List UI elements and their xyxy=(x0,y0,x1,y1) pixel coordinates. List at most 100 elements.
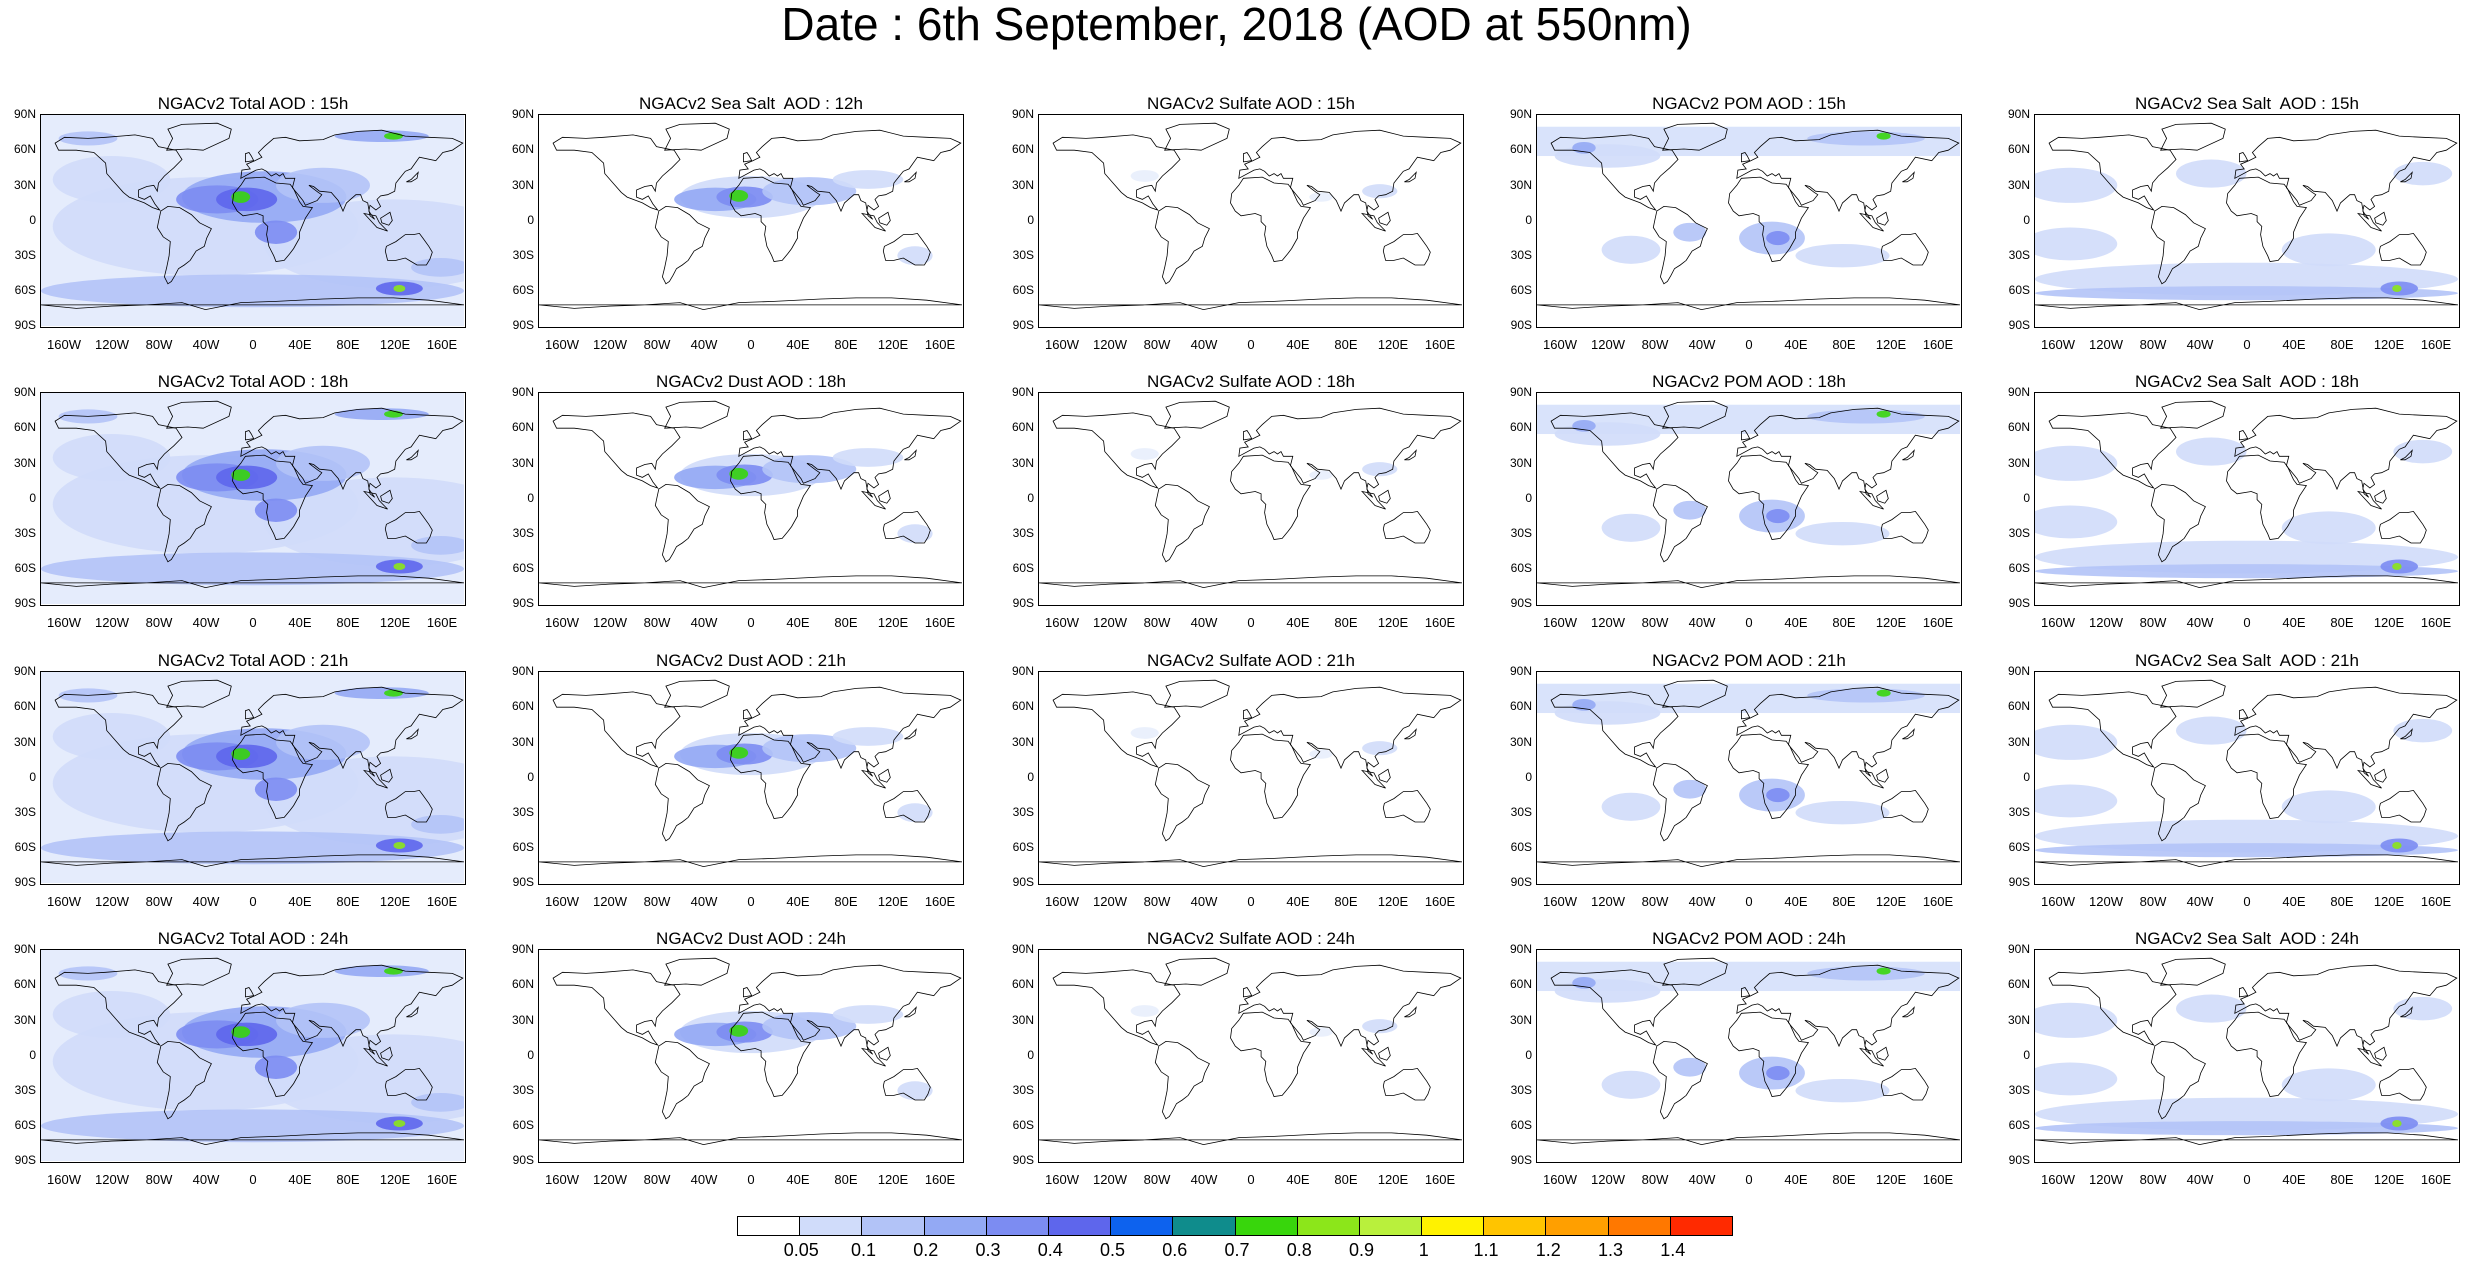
coastline xyxy=(1550,134,1679,211)
latitude-tick-label: 30S xyxy=(512,1083,534,1097)
latitude-tick-label: 30S xyxy=(2008,1083,2030,1097)
longitude-tick-label: 120E xyxy=(1875,1172,1907,1187)
coastline xyxy=(742,430,753,441)
latitude-tick-label: 0 xyxy=(1027,1048,1034,1062)
coastline xyxy=(41,1132,464,1146)
latitude-tick-label: 30N xyxy=(511,456,534,470)
coastline xyxy=(878,768,891,783)
latitude-tick-label: 60S xyxy=(2008,561,2030,575)
coastline xyxy=(1662,122,1728,151)
aerosol-contour xyxy=(2176,437,2247,466)
latitude-tick-label: 30N xyxy=(2007,735,2030,749)
aerosol-contour xyxy=(1554,144,1661,168)
latitude-tick-label: 90N xyxy=(2007,385,2030,399)
coastline xyxy=(878,211,891,226)
coastline xyxy=(232,454,314,540)
latitude-tick-label: 90S xyxy=(2008,318,2030,332)
coastline xyxy=(2238,709,2249,720)
latitude-tick-label: 90S xyxy=(14,318,36,332)
latitude-tick-label: 30S xyxy=(14,1083,36,1097)
latitude-axis: 90N 60N 30N 0 30S 60S 90S xyxy=(1998,665,2030,888)
coastline xyxy=(654,1040,710,1120)
colorbar-tick-label: 1.1 xyxy=(1473,1240,1499,1260)
latitude-axis: 90N 60N 30N 0 30S 60S 90S xyxy=(1998,386,2030,609)
longitude-tick-label: 160E xyxy=(1424,337,1456,352)
longitude-tick-label: 160W xyxy=(545,615,579,630)
world-map xyxy=(539,957,962,1146)
colorbar-tick-label: 0.5 xyxy=(1099,1240,1126,1260)
coastline xyxy=(1154,1040,1210,1120)
latitude-tick-label: 90S xyxy=(512,875,534,889)
coastline xyxy=(2238,152,2249,163)
latitude-tick-label: 30S xyxy=(14,248,36,262)
latitude-tick-label: 60N xyxy=(511,142,534,156)
aerosol-contour xyxy=(384,967,403,975)
coastline xyxy=(244,152,255,163)
latitude-tick-label: 60S xyxy=(1510,561,1532,575)
longitude-tick-label: 160E xyxy=(2420,337,2452,352)
longitude-axis: 160W 120W 80W 40W 0 40E 80E 120E 160E xyxy=(1536,895,1962,911)
latitude-axis: 90N 60N 30N 0 30S 60S 90S xyxy=(1002,943,1034,1166)
aerosol-contour xyxy=(2176,994,2247,1023)
panel-title: NGACv2 Sea Salt AOD : 15h xyxy=(2135,94,2359,113)
coastline xyxy=(240,964,464,1055)
coastline xyxy=(1242,709,1253,720)
coastline xyxy=(1858,769,1884,789)
aerosol-contour xyxy=(2035,445,2118,481)
aerosol-contour xyxy=(411,1093,464,1112)
longitude-tick-label: 160E xyxy=(1922,1172,1954,1187)
aerosol-contour xyxy=(1807,966,1925,981)
coastline xyxy=(539,575,962,589)
map-frame xyxy=(2034,392,2460,606)
coastline xyxy=(1404,1006,1417,1018)
longitude-tick-label: 80E xyxy=(834,337,858,352)
coastline xyxy=(406,1006,419,1018)
aerosol-contour xyxy=(1876,967,1891,975)
aerosol-contour xyxy=(231,748,251,760)
coastline xyxy=(1360,212,1386,232)
coastline xyxy=(1728,1011,1810,1097)
longitude-tick-label: 80E xyxy=(1832,615,1856,630)
latitude-tick-label: 0 xyxy=(29,213,36,227)
latitude-axis: 90N 60N 30N 0 30S 60S 90S xyxy=(502,665,534,889)
longitude-tick-label: 160W xyxy=(545,337,579,352)
aerosol-contour xyxy=(276,1002,370,1038)
panel-title: NGACv2 Total AOD : 24h xyxy=(157,929,349,948)
aerosol-contour xyxy=(729,1025,749,1037)
longitude-tick-label: 160E xyxy=(2420,615,2452,630)
longitude-tick-label: 160W xyxy=(47,615,81,630)
coastline xyxy=(882,232,931,266)
latitude-tick-label: 60N xyxy=(511,420,534,434)
longitude-tick-label: 120E xyxy=(877,1172,909,1187)
coastline xyxy=(362,212,388,232)
latitude-axis: 90N 60N 30N 0 30S 60S 90S xyxy=(4,943,36,1166)
aerosol-contour xyxy=(411,258,464,277)
aerosol-contour xyxy=(2393,718,2453,743)
aerosol-contour xyxy=(1362,1019,1398,1034)
aerosol-contour xyxy=(1130,727,1159,739)
longitude-tick-label: 40W xyxy=(192,1172,220,1187)
longitude-tick-label: 40W xyxy=(690,894,718,909)
coastline xyxy=(2374,489,2387,504)
coastline xyxy=(1662,400,1728,429)
coastline xyxy=(384,232,433,266)
latitude-tick-label: 90S xyxy=(512,318,534,332)
coastline xyxy=(1652,205,1708,285)
aerosol-contour xyxy=(1130,170,1159,182)
map-panel: NGACv2 Total AOD : 18h 90N 60N 30N 0 30S 60S 90… xyxy=(14,372,466,630)
latitude-tick-label: 30N xyxy=(1509,1013,1532,1027)
longitude-tick-label: 0 xyxy=(249,337,257,352)
latitude-tick-label: 30S xyxy=(512,248,534,262)
map-panel: NGACv2 Sea Salt AOD : 18h 90N 60N 30N 0 30S 60… xyxy=(2008,372,2460,630)
coastline xyxy=(2234,686,2458,777)
longitude-tick-label: 80E xyxy=(2330,337,2354,352)
aerosol-contour xyxy=(1766,788,1790,803)
latitude-tick-label: 30N xyxy=(511,1013,534,1027)
coastline xyxy=(1154,483,1210,563)
longitude-tick-label: 80W xyxy=(145,1172,173,1187)
coastline xyxy=(1360,769,1386,789)
aerosol-contour xyxy=(334,687,429,699)
longitude-tick-label: 40E xyxy=(1784,337,1808,352)
map-frame xyxy=(1038,671,1464,885)
longitude-tick-label: 120E xyxy=(2373,615,2405,630)
